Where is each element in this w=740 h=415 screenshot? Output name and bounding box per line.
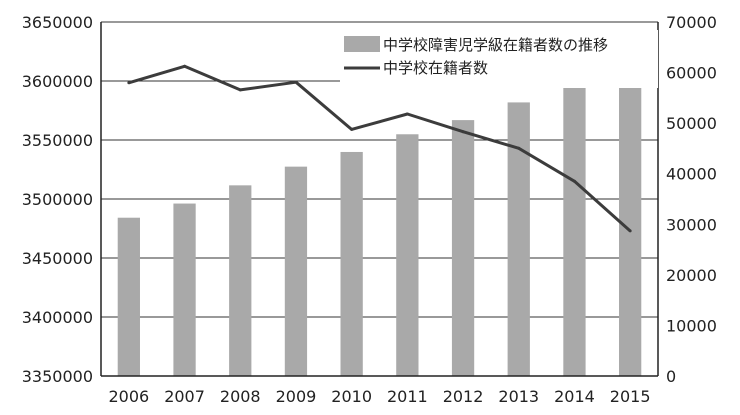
legend-bar-swatch: [344, 36, 380, 52]
right-tick-label: 40000: [666, 165, 717, 184]
right-tick-label: 60000: [666, 64, 717, 83]
left-tick-label: 3350000: [22, 367, 93, 386]
line-point: [461, 130, 465, 134]
x-tick-label: 2007: [164, 387, 205, 406]
bar: [173, 203, 196, 376]
line-point: [405, 112, 409, 116]
line-point: [628, 229, 632, 233]
bar: [619, 62, 642, 376]
left-tick-label: 3500000: [22, 190, 93, 209]
tick-labels: 3350000 3400000 3450000 3500000 3550000 36000…: [22, 13, 717, 406]
line-point: [238, 88, 242, 92]
x-tick-label: 2010: [331, 387, 372, 406]
x-tick-label: 2012: [443, 387, 484, 406]
line-point: [350, 127, 354, 131]
left-tick-label: 3550000: [22, 131, 93, 150]
left-tick-label: 3650000: [22, 13, 93, 32]
right-tick-label: 20000: [666, 266, 717, 285]
bar-series: [117, 62, 642, 376]
right-tick-label: 70000: [666, 13, 717, 32]
bar: [117, 217, 140, 376]
legend: 中学校障害児学級在籍者数の推移 中学校在籍者数: [340, 30, 658, 88]
bar: [229, 185, 252, 376]
bar: [451, 120, 475, 376]
x-tick-label: 2006: [108, 387, 149, 406]
right-tick-label: 0: [666, 367, 676, 386]
x-tick-label: 2009: [276, 387, 317, 406]
bar: [563, 83, 586, 376]
x-tick-label: 2011: [387, 387, 428, 406]
line-point: [294, 80, 298, 84]
legend-line-label: 中学校在籍者数: [383, 59, 488, 77]
legend-bar-label: 中学校障害児学級在籍者数の推移: [383, 36, 608, 54]
right-tick-label: 10000: [666, 316, 717, 335]
x-tick-label: 2013: [498, 387, 539, 406]
right-tick-label: 50000: [666, 114, 717, 133]
series-line: [128, 64, 632, 233]
line-point: [572, 179, 576, 183]
bar: [396, 134, 419, 376]
legend-background: [340, 30, 658, 88]
bar: [507, 102, 530, 376]
x-tick-label: 2008: [220, 387, 261, 406]
x-tick-label: 2014: [554, 387, 595, 406]
line-point: [183, 64, 187, 68]
bar: [284, 166, 308, 376]
line-series: [127, 64, 632, 233]
left-tick-label: 3400000: [22, 308, 93, 327]
left-tick-label: 3600000: [22, 72, 93, 91]
right-tick-label: 30000: [666, 215, 717, 234]
line-point: [127, 81, 131, 85]
line-point: [517, 146, 521, 150]
bar: [340, 151, 363, 376]
left-tick-label: 3450000: [22, 249, 93, 268]
x-tick-label: 2015: [610, 387, 651, 406]
